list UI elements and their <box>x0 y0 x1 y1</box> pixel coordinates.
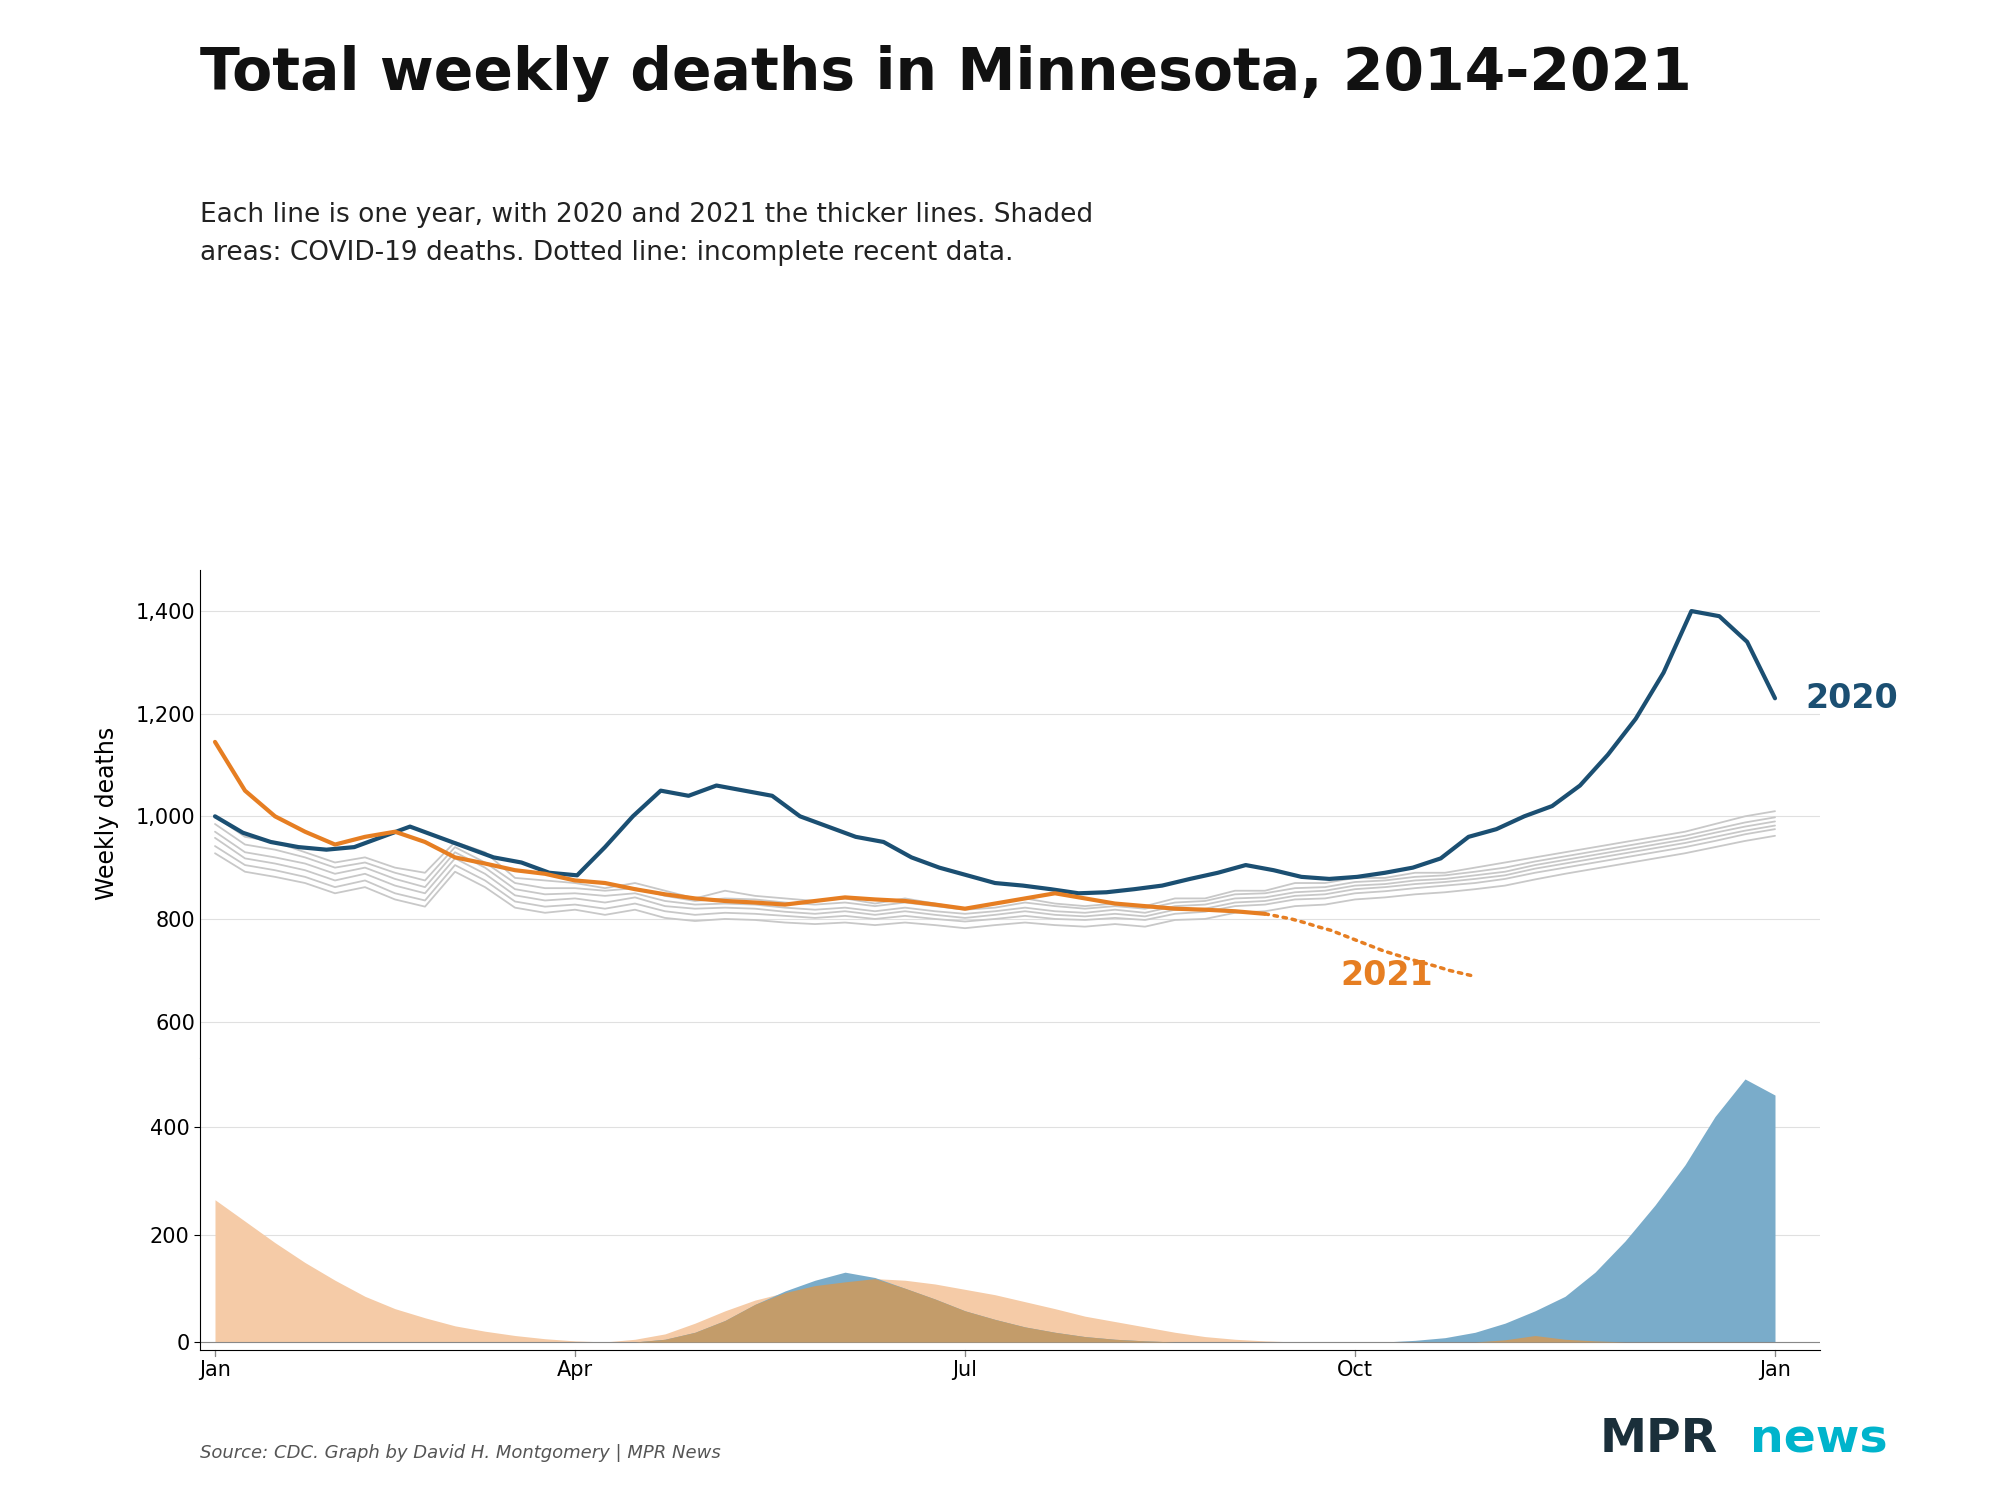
Y-axis label: Weekly deaths: Weekly deaths <box>94 728 118 900</box>
Text: Total weekly deaths in Minnesota, 2014-2021: Total weekly deaths in Minnesota, 2014-2… <box>200 45 1692 102</box>
Text: 2020: 2020 <box>1804 682 1898 716</box>
Text: Source: CDC. Graph by David H. Montgomery | MPR News: Source: CDC. Graph by David H. Montgomer… <box>200 1444 720 1462</box>
Text: MPR: MPR <box>1600 1418 1718 1462</box>
Text: 2021: 2021 <box>1340 958 1432 992</box>
Text: news: news <box>1750 1418 1888 1462</box>
Text: Each line is one year, with 2020 and 2021 the thicker lines. Shaded
areas: COVID: Each line is one year, with 2020 and 202… <box>200 202 1094 267</box>
